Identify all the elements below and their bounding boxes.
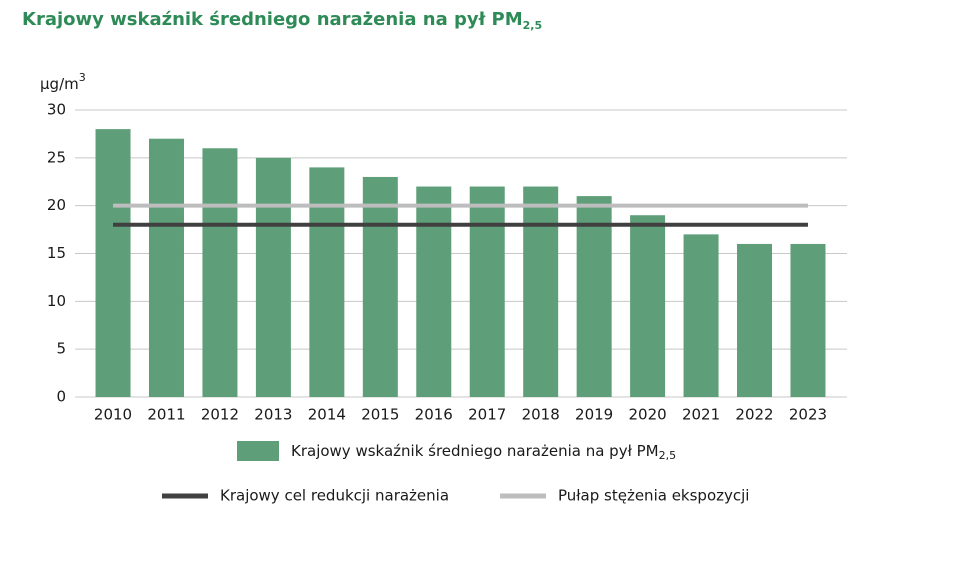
x-tick-label: 2013 [254, 406, 292, 424]
x-tick-label: 2022 [735, 406, 773, 424]
bar [737, 243, 773, 397]
x-tick-label: 2023 [789, 406, 827, 424]
x-tick-label: 2010 [94, 406, 132, 424]
legend-label: Krajowy wskaźnik średniego narażenia na … [291, 442, 676, 463]
bar [523, 186, 559, 397]
bar [255, 157, 291, 397]
y-tick-label: 30 [47, 101, 66, 119]
y-tick-label: 10 [47, 292, 66, 310]
bar [790, 243, 826, 397]
legend-swatch [237, 441, 279, 461]
legend-label-subscript: 2,5 [659, 449, 677, 462]
y-tick-label: 5 [56, 340, 66, 358]
y-tick-label: 20 [47, 196, 66, 214]
bar [576, 196, 612, 397]
x-tick-label: 2015 [361, 406, 399, 424]
y-unit: µg/m3 [40, 71, 86, 93]
chart-title: Krajowy wskaźnik średniego narażenia na … [22, 9, 542, 32]
y-tick-label: 15 [47, 244, 66, 262]
legend-label-text: Krajowy wskaźnik średniego narażenia na … [291, 442, 659, 460]
bar [416, 186, 452, 397]
legend-label: Pułap stężenia ekspozycji [558, 487, 749, 505]
x-tick-label: 2021 [682, 406, 720, 424]
bar [202, 148, 238, 397]
y-unit-superscript: 3 [79, 71, 86, 84]
bar [683, 234, 719, 397]
x-tick-label: 2016 [415, 406, 453, 424]
bar [95, 129, 131, 397]
y-tick-label: 0 [56, 388, 66, 406]
x-tick-label: 2011 [147, 406, 185, 424]
x-tick-label: 2017 [468, 406, 506, 424]
bar [469, 186, 505, 397]
x-tick-label: 2014 [308, 406, 346, 424]
y-unit-text: µg/m [40, 75, 79, 93]
bar [630, 215, 666, 397]
bar [362, 176, 398, 397]
x-tick-label: 2018 [522, 406, 560, 424]
y-tick-label: 25 [47, 148, 66, 166]
x-tick-label: 2020 [629, 406, 667, 424]
legend-label: Krajowy cel redukcji narażenia [220, 487, 449, 505]
title-text: Krajowy wskaźnik średniego narażenia na … [22, 9, 523, 30]
x-tick-label: 2019 [575, 406, 613, 424]
bar [148, 138, 184, 397]
title-subscript: 2,5 [523, 19, 543, 32]
x-tick-label: 2012 [201, 406, 239, 424]
bar [309, 167, 345, 397]
